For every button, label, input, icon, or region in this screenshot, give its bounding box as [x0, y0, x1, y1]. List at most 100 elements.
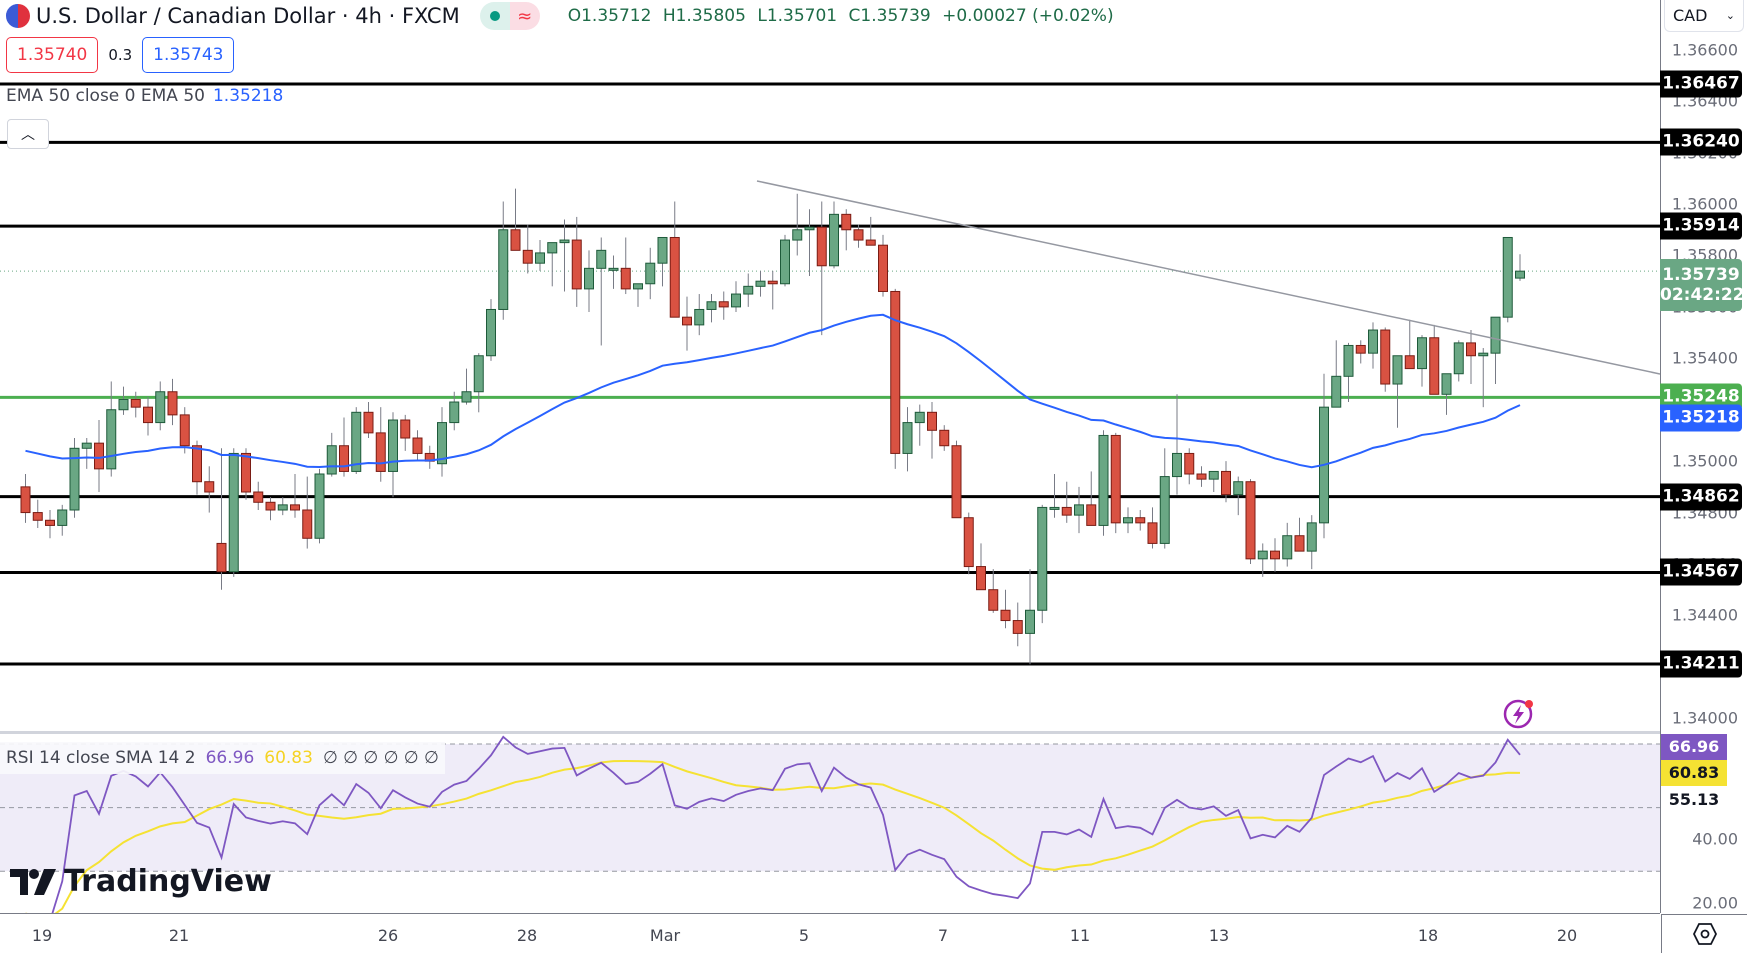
candle: [192, 440, 202, 495]
chart-settings-button[interactable]: [1661, 914, 1747, 953]
candle: [57, 504, 68, 536]
time-tick: Mar: [649, 926, 681, 945]
candle: [1404, 319, 1415, 370]
candle: [1343, 342, 1354, 403]
candle: [351, 407, 362, 475]
trendline[interactable]: [756, 180, 1660, 375]
rsi-sma-value-label: 60.83: [1661, 759, 1727, 786]
buy-button[interactable]: 1.35743: [142, 37, 235, 73]
candle: [620, 237, 631, 295]
candle: [927, 402, 937, 459]
candle: [473, 353, 484, 413]
price-level-label: 1.35914: [1660, 212, 1742, 240]
candle: [412, 430, 423, 462]
tradingview-logo[interactable]: TradingView: [10, 864, 272, 899]
candle: [657, 236, 668, 287]
candle: [1502, 236, 1513, 323]
open-value: 1.35712: [581, 6, 652, 26]
time-tick: 28: [516, 926, 538, 945]
candle: [388, 412, 398, 498]
time-tick: 19: [31, 926, 53, 945]
candle: [253, 481, 264, 510]
candle: [1306, 515, 1317, 570]
candle: [535, 240, 545, 271]
candle: [1037, 504, 1048, 624]
candle: [571, 216, 582, 307]
pane-separator[interactable]: [0, 731, 1747, 734]
candle: [522, 224, 533, 274]
candle: [1417, 335, 1427, 387]
candle: [167, 378, 178, 426]
candle: [424, 445, 435, 469]
candle: [902, 407, 913, 472]
candle: [1466, 330, 1476, 385]
rsi-tick: 20.00: [1692, 893, 1738, 913]
candle: [1282, 522, 1293, 567]
time-tick: 11: [1069, 926, 1091, 945]
candle: [400, 414, 411, 451]
spread-value: 0.3: [108, 46, 133, 64]
candle: [498, 201, 509, 320]
candle: [1049, 474, 1060, 518]
candle: [449, 391, 460, 431]
price-level-label: 1.34211: [1660, 650, 1742, 678]
candle: [706, 294, 717, 323]
candle: [1098, 430, 1109, 536]
market-status[interactable]: ≈: [479, 2, 540, 30]
candle: [559, 219, 570, 292]
rsi-legend[interactable]: RSI 14 close SMA 14 2 66.96 60.83 ∅ ∅ ∅ …: [0, 742, 445, 774]
candle: [988, 569, 999, 613]
alert-lightning-icon[interactable]: [1503, 697, 1535, 729]
candle: [228, 448, 239, 577]
usd-cad-flag-icon: [6, 4, 30, 28]
close-value: 1.35739: [860, 6, 931, 26]
currency-label: CAD: [1673, 6, 1708, 25]
price-chart[interactable]: [0, 0, 1660, 731]
market-open-dot-icon: [479, 2, 510, 30]
candle: [718, 291, 729, 320]
ema-price-label: 1.35218: [1660, 404, 1742, 432]
rsi-legend-title: RSI 14 close SMA 14 2: [6, 748, 196, 768]
candle: [816, 201, 827, 336]
candle: [1245, 479, 1256, 564]
candle: [682, 296, 692, 351]
candle: [363, 402, 374, 439]
collapse-legend-button[interactable]: ︿: [7, 119, 49, 149]
rsi-tick: 40.00: [1692, 829, 1738, 849]
candle: [963, 512, 974, 575]
rsi-level-label: 55.13: [1661, 786, 1727, 813]
time-tick: 20: [1556, 926, 1578, 945]
candle: [1490, 316, 1501, 385]
candle: [1270, 538, 1280, 572]
candle: [1074, 486, 1084, 534]
currency-select[interactable]: CAD ⌄: [1664, 0, 1744, 32]
ema-legend[interactable]: EMA 50 close 0 EMA 50 1.35218: [6, 86, 283, 106]
candle: [486, 299, 496, 361]
candle: [1368, 322, 1378, 369]
candle: [669, 201, 680, 318]
sell-button[interactable]: 1.35740: [6, 37, 99, 73]
symbol-legend[interactable]: U.S. Dollar / Canadian Dollar · 4h · FXC…: [6, 2, 1114, 30]
rsi-sma-legend-value: 60.83: [264, 748, 313, 768]
time-axis[interactable]: 19 21 26 28 Mar 5 7 11 13 18 20: [0, 913, 1660, 953]
candle: [853, 224, 864, 248]
candle: [596, 237, 607, 346]
candle: [1453, 340, 1464, 382]
low-value: 1.35701: [766, 6, 838, 26]
candle: [1012, 602, 1023, 647]
symbol-title[interactable]: U.S. Dollar / Canadian Dollar · 4h · FXC…: [36, 4, 460, 28]
candle: [1159, 448, 1170, 549]
candle: [326, 432, 337, 477]
candle: [216, 448, 227, 590]
candle: [951, 440, 962, 519]
candle: [547, 242, 558, 287]
candle: [731, 281, 741, 313]
time-tick: 18: [1417, 926, 1439, 945]
candle: [829, 201, 839, 269]
price-level-label: 1.36240: [1660, 128, 1742, 156]
candle: [1380, 327, 1391, 392]
time-tick: 5: [798, 926, 810, 945]
candle: [94, 420, 104, 493]
candle: [106, 381, 117, 477]
settings-hex-icon: [1693, 923, 1717, 945]
